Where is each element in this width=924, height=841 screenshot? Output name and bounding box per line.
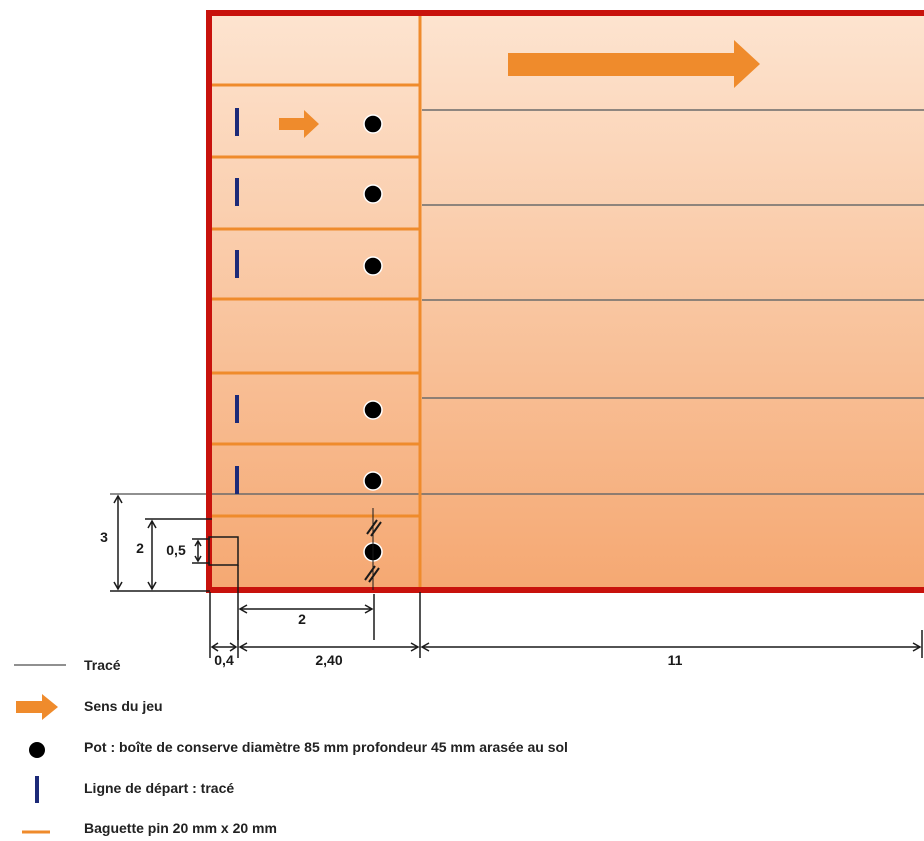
legend-label-trace: Tracé xyxy=(84,657,121,673)
hole xyxy=(363,256,383,276)
dim-label-11: 11 xyxy=(668,652,683,668)
dim-label-2-horizontal: 2 xyxy=(298,611,306,627)
legend-label-hole: Pot : boîte de conserve diamètre 85 mm p… xyxy=(84,739,568,755)
battens xyxy=(212,14,422,589)
hole xyxy=(363,471,383,491)
vertical-dimensions xyxy=(110,494,212,592)
small-direction-arrow xyxy=(279,110,319,138)
dim-label-0-5: 0,5 xyxy=(166,542,186,558)
play-direction-arrow xyxy=(508,40,760,88)
field-frame xyxy=(206,10,924,593)
hole xyxy=(363,400,383,420)
dim-label-2-vertical: 2 xyxy=(136,540,144,556)
legend-label-batten: Baguette pin 20 mm x 20 mm xyxy=(84,820,277,836)
hole-offset-dimension xyxy=(237,565,375,640)
start-box xyxy=(208,536,239,566)
dim-label-0-4: 0,4 xyxy=(214,652,234,668)
break-marks xyxy=(364,508,382,590)
hole-dot-icon xyxy=(29,742,45,758)
hole xyxy=(363,114,383,134)
dim-label-2-40: 2,40 xyxy=(315,652,342,668)
legend: Tracé Sens du jeu Pot : boîte de conserv… xyxy=(14,657,568,836)
legend-label-direction: Sens du jeu xyxy=(84,698,163,714)
arrow-icon xyxy=(16,694,58,720)
hole xyxy=(363,184,383,204)
playing-field xyxy=(209,13,924,590)
legend-label-start: Ligne de départ : tracé xyxy=(84,780,234,796)
dim-label-3: 3 xyxy=(100,529,108,545)
bottom-dimensions xyxy=(209,592,923,658)
trace-lines xyxy=(110,109,924,495)
